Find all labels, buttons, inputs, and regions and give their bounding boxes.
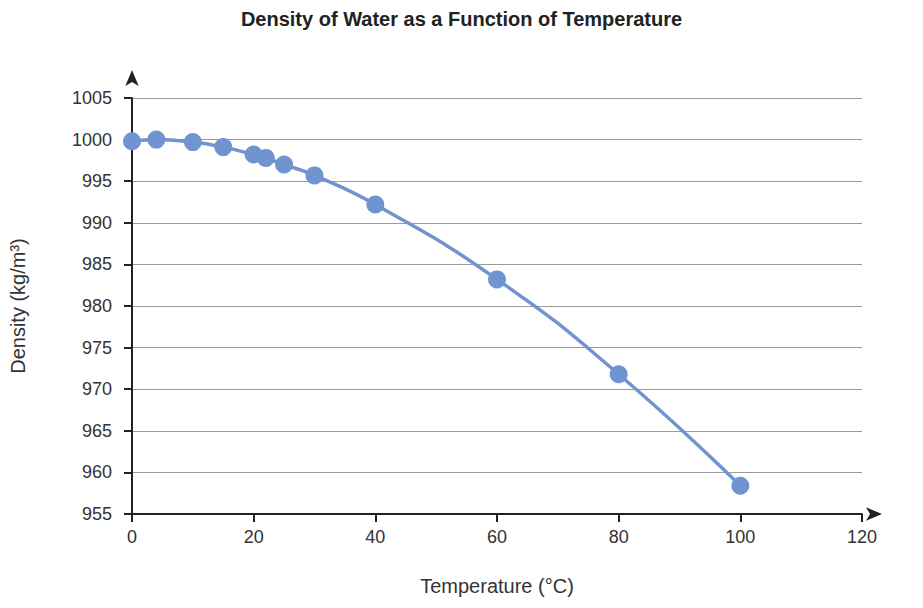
svg-text:965: 965 (82, 421, 112, 441)
svg-text:80: 80 (609, 527, 629, 547)
svg-text:Density of Water as a Function: Density of Water as a Function of Temper… (241, 8, 682, 30)
svg-text:975: 975 (82, 338, 112, 358)
svg-text:970: 970 (82, 379, 112, 399)
svg-text:Temperature (°C): Temperature (°C) (420, 575, 574, 597)
svg-text:985: 985 (82, 254, 112, 274)
svg-text:995: 995 (82, 171, 112, 191)
svg-text:980: 980 (82, 296, 112, 316)
svg-text:990: 990 (82, 213, 112, 233)
svg-text:Density (kg/m³): Density (kg/m³) (7, 238, 29, 374)
svg-text:100: 100 (725, 527, 755, 547)
svg-text:1000: 1000 (72, 130, 112, 150)
svg-text:1005: 1005 (72, 88, 112, 108)
svg-text:0: 0 (127, 527, 137, 547)
svg-text:120: 120 (847, 527, 877, 547)
svg-text:20: 20 (244, 527, 264, 547)
svg-text:60: 60 (487, 527, 507, 547)
svg-text:955: 955 (82, 504, 112, 524)
svg-text:40: 40 (365, 527, 385, 547)
svg-text:960: 960 (82, 462, 112, 482)
